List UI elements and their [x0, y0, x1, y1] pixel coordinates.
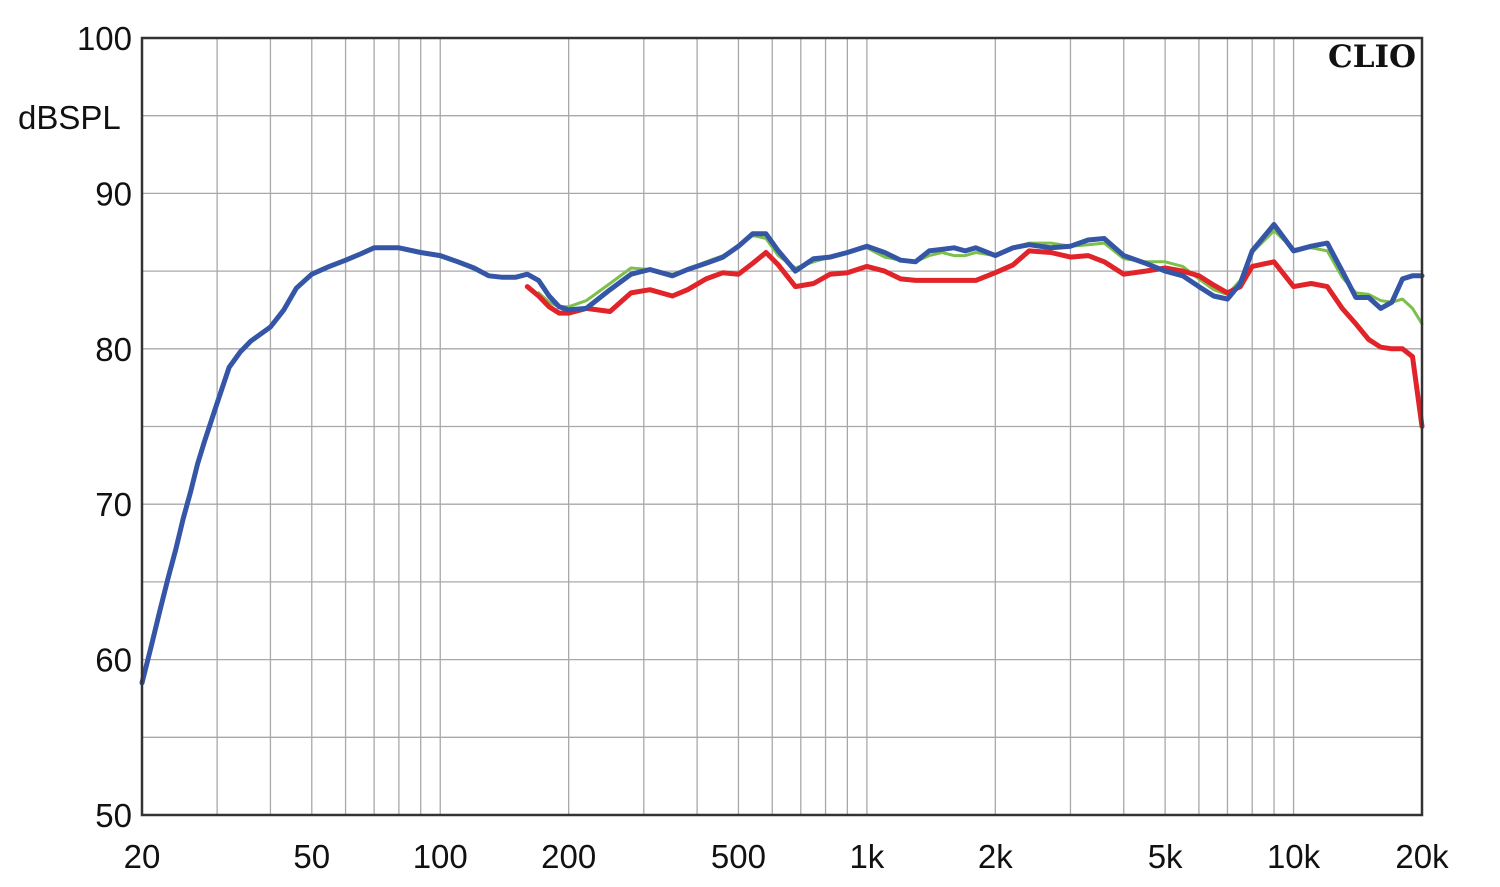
- curves: [139, 222, 1425, 686]
- grid: [142, 38, 1422, 815]
- y-axis-label: dBSPL: [18, 99, 121, 136]
- y-tick-label: 80: [95, 331, 132, 368]
- y-tick-label: 70: [95, 486, 132, 523]
- y-tick-label: 100: [77, 20, 132, 57]
- x-axis-ticks: 20 50 100 200 500 1k 2k 5k 10k 20k: [124, 838, 1449, 875]
- y-axis-ticks: 50 60 70 80 90 100: [77, 20, 132, 834]
- x-tick-label: 100: [413, 838, 468, 875]
- x-tick-label: 50: [293, 838, 330, 875]
- plot-frame: [140, 36, 1424, 817]
- series-line-3: [139, 222, 1425, 686]
- clio-watermark: CLIO: [1328, 39, 1416, 75]
- x-tick-label: 20: [124, 838, 161, 875]
- x-tick-label: 200: [541, 838, 596, 875]
- x-tick-label: 500: [711, 838, 766, 875]
- x-tick-label: 1k: [849, 838, 884, 875]
- x-tick-label: 10k: [1267, 838, 1321, 875]
- x-tick-label: 2k: [978, 838, 1013, 875]
- x-tick-label: 5k: [1148, 838, 1183, 875]
- y-tick-label: 50: [95, 797, 132, 834]
- series-line-2: [524, 248, 1425, 429]
- x-tick-label: 20k: [1395, 838, 1449, 875]
- y-tick-label: 90: [95, 175, 132, 212]
- y-tick-label: 60: [95, 642, 132, 679]
